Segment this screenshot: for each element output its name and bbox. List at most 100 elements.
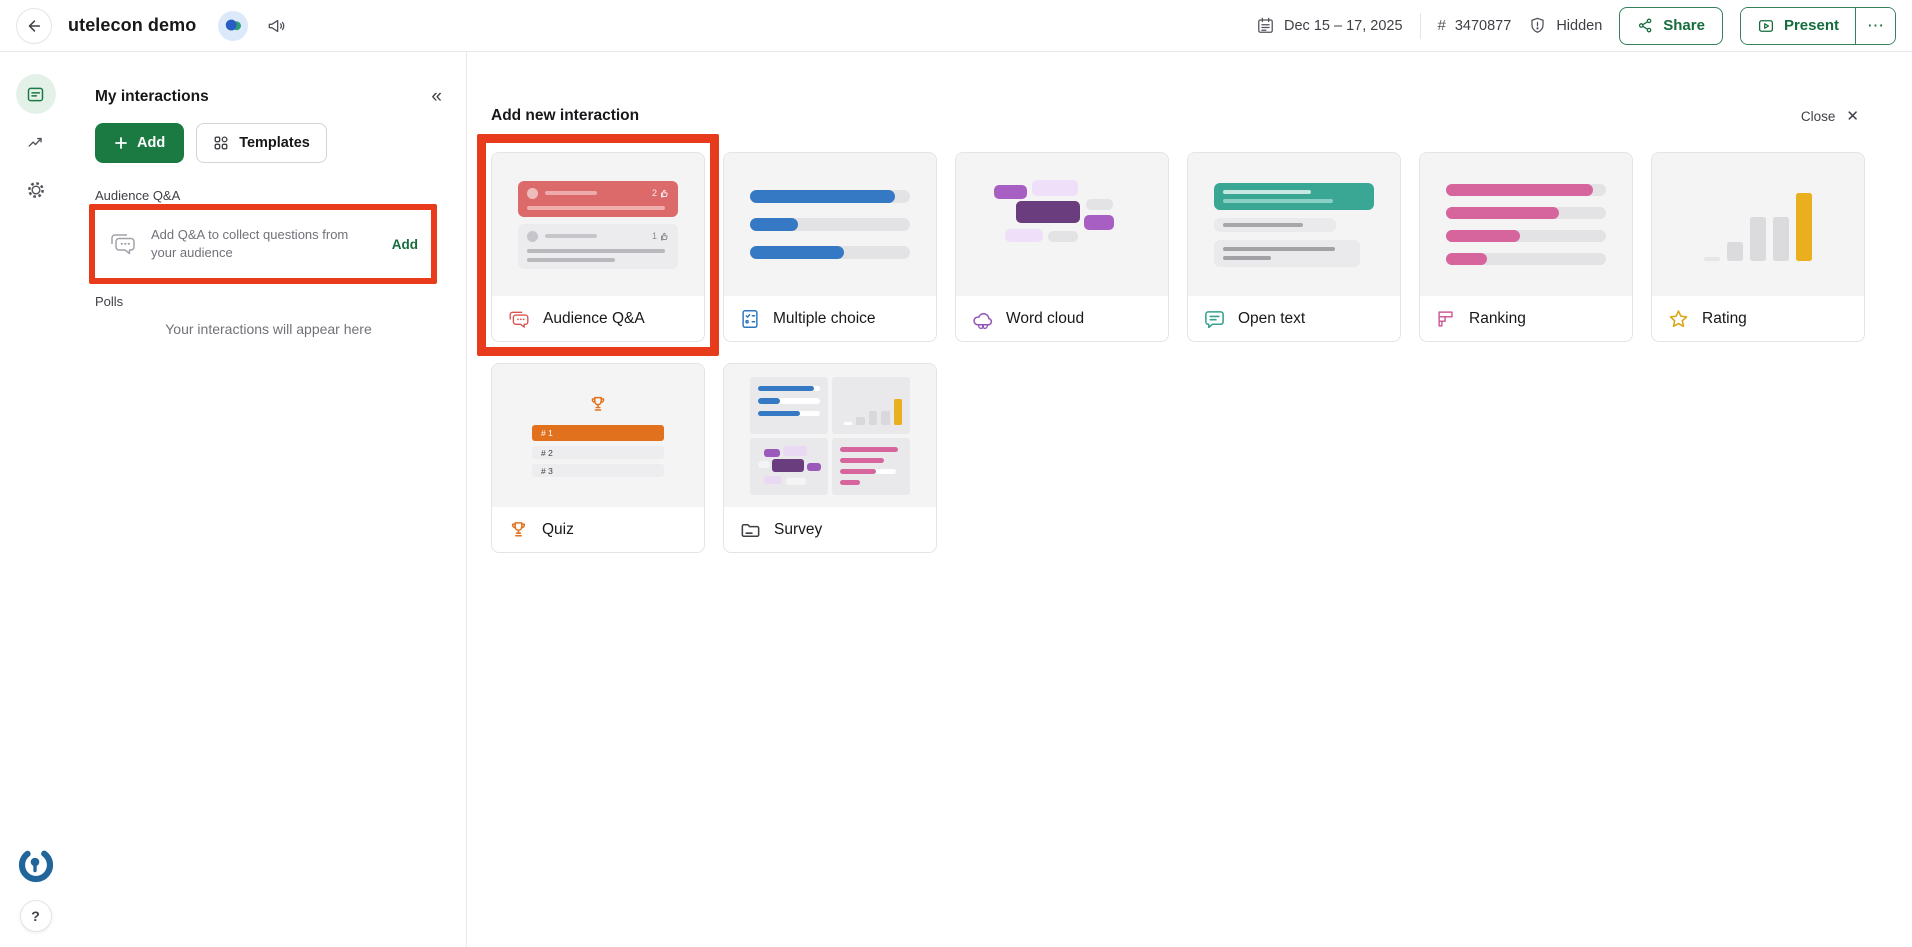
webex-logo-icon [225, 18, 242, 33]
quiz-trophy-icon [507, 519, 530, 542]
event-dates-label: Dec 15 – 17, 2025 [1284, 17, 1403, 34]
text-line [527, 257, 615, 262]
close-panel-button[interactable]: Close ✕ [1801, 107, 1859, 125]
word-blob [1086, 198, 1113, 210]
trophy-icon [587, 394, 609, 416]
ranking-bar [1446, 207, 1606, 219]
rail-item-settings[interactable] [16, 170, 56, 210]
card-ranking[interactable]: Ranking [1419, 152, 1633, 342]
qna-preview-question-bottom: 1 [518, 223, 678, 269]
ranking-bar [1446, 230, 1606, 242]
rating-star-icon [1667, 308, 1690, 331]
ranking-bar [1446, 184, 1606, 196]
double-chevron-left-icon: « [431, 86, 442, 107]
panel-title: Add new interaction [491, 107, 640, 124]
present-split-button: Present ⋯ [1739, 6, 1896, 45]
left-rail: ? [0, 52, 71, 947]
leaderboard-rank-2: # 2 [532, 446, 664, 459]
word-cloud-icon [971, 308, 994, 331]
card-survey[interactable]: Survey [723, 363, 937, 553]
multiple-choice-icon [739, 308, 761, 330]
interactions-sidebar: My interactions « Add [71, 52, 467, 947]
qna-suggestion-card[interactable]: Add Q&A to collect questions from your a… [95, 210, 431, 278]
present-button[interactable]: Present [1740, 7, 1855, 44]
card-label-text: Rating [1702, 310, 1747, 327]
share-button-label: Share [1663, 17, 1705, 34]
text-line [527, 248, 665, 253]
event-code-value: 3470877 [1454, 17, 1512, 34]
present-button-label: Present [1783, 17, 1839, 34]
sidebar-title: My interactions [95, 87, 209, 105]
card-audience-qna[interactable]: 2 [491, 152, 705, 342]
arrow-left-icon [25, 17, 43, 35]
interaction-type-grid: 2 [491, 152, 1865, 553]
polls-empty-state: Your interactions will appear here [165, 321, 372, 337]
hash-icon: # [1437, 17, 1446, 34]
card-multiple-choice[interactable]: Multiple choice [723, 152, 937, 342]
rating-bar [1727, 241, 1743, 261]
response-item [1214, 217, 1336, 232]
templates-button[interactable]: Templates [196, 123, 327, 163]
card-label-text: Ranking [1469, 310, 1526, 327]
leaderboard-rank-1: # 1 [532, 425, 664, 441]
poll-bar [750, 218, 910, 231]
survey-mini-rating [832, 376, 910, 434]
card-rating[interactable]: Rating [1651, 152, 1865, 342]
response-item [1214, 182, 1374, 210]
text-line [545, 234, 597, 238]
leaderboard-rank-3: # 3 [532, 464, 664, 477]
word-blob [994, 184, 1027, 199]
qna-add-link[interactable]: Add [391, 236, 418, 252]
top-bar: utelecon demo [0, 0, 1912, 52]
more-options-button[interactable]: ⋯ [1855, 7, 1895, 44]
card-quiz[interactable]: # 1 # 2 # 3 Quiz [491, 363, 705, 553]
quiz-preview: # 1 # 2 # 3 [492, 364, 704, 507]
card-word-cloud[interactable]: Word cloud [955, 152, 1169, 342]
thumbs-up-icon [661, 232, 668, 240]
upvote-count: 1 [652, 231, 669, 241]
card-label-text: Open text [1238, 310, 1306, 327]
back-button[interactable] [16, 7, 52, 44]
rail-item-interactions[interactable] [15, 74, 56, 114]
page-title: utelecon demo [68, 15, 197, 35]
announcement-icon[interactable] [266, 16, 286, 36]
upvote-count: 2 [652, 188, 669, 198]
poll-bar [750, 246, 910, 259]
response-item [1214, 239, 1360, 267]
share-button[interactable]: Share [1619, 6, 1723, 45]
question-mark-icon: ? [31, 908, 40, 924]
shield-alert-icon [1528, 16, 1547, 35]
text-line [527, 205, 665, 210]
plus-icon [114, 136, 128, 150]
section-label-qna: Audience Q&A [95, 188, 181, 203]
avatar [527, 230, 538, 242]
collapse-sidebar-button[interactable]: « [431, 87, 442, 106]
word-blob [1048, 230, 1078, 242]
open-text-preview [1188, 153, 1400, 296]
event-dates[interactable]: Dec 15 – 17, 2025 [1256, 16, 1403, 35]
webex-integration-badge[interactable] [218, 10, 249, 41]
survey-mini-multiple-choice [750, 376, 828, 434]
card-label-text: Multiple choice [773, 310, 876, 327]
share-nodes-icon [1637, 17, 1654, 34]
interactions-icon [25, 84, 46, 105]
rail-item-analytics[interactable] [16, 122, 56, 162]
card-open-text[interactable]: Open text [1187, 152, 1401, 342]
section-label-polls: Polls [95, 294, 124, 309]
rating-bar [1796, 192, 1812, 261]
ranking-icon [1435, 308, 1457, 330]
add-interaction-panel: Add new interaction Close ✕ [467, 52, 1912, 947]
divider [1419, 12, 1421, 39]
thumbs-up-icon [661, 189, 668, 197]
survey-folder-icon [739, 519, 762, 542]
survey-preview [724, 364, 936, 507]
survey-mini-word-cloud [750, 437, 828, 495]
help-button[interactable]: ? [19, 900, 52, 932]
rating-bar [1750, 216, 1766, 261]
calendar-icon [1256, 16, 1275, 35]
privacy-status[interactable]: Hidden [1528, 16, 1602, 35]
add-interaction-button[interactable]: Add [95, 123, 185, 163]
survey-mini-ranking [832, 437, 910, 495]
poll-bar [750, 190, 910, 203]
word-blob [1084, 214, 1114, 230]
